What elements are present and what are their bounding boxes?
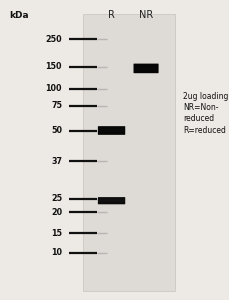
Text: R: R [108,10,114,20]
Text: 50: 50 [51,126,62,135]
Text: 250: 250 [45,34,62,43]
FancyBboxPatch shape [98,197,125,204]
FancyBboxPatch shape [133,64,158,73]
FancyBboxPatch shape [99,129,123,132]
FancyBboxPatch shape [98,126,125,135]
FancyBboxPatch shape [134,67,156,70]
Text: 75: 75 [51,101,62,110]
Text: kDa: kDa [9,11,29,20]
Text: 15: 15 [51,229,62,238]
Text: NR: NR [138,10,153,20]
Text: 10: 10 [51,248,62,257]
Text: 20: 20 [51,208,62,217]
Text: 2ug loading
NR=Non-
reduced
R=reduced: 2ug loading NR=Non- reduced R=reduced [182,92,227,135]
Text: 37: 37 [51,157,62,166]
Text: 100: 100 [45,84,62,93]
FancyBboxPatch shape [99,200,123,202]
Text: 150: 150 [45,62,62,71]
Text: 25: 25 [51,194,62,203]
Bar [82,14,174,291]
